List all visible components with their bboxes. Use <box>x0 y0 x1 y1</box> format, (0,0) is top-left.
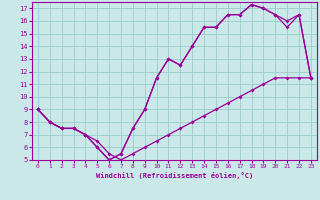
X-axis label: Windchill (Refroidissement éolien,°C): Windchill (Refroidissement éolien,°C) <box>96 172 253 179</box>
